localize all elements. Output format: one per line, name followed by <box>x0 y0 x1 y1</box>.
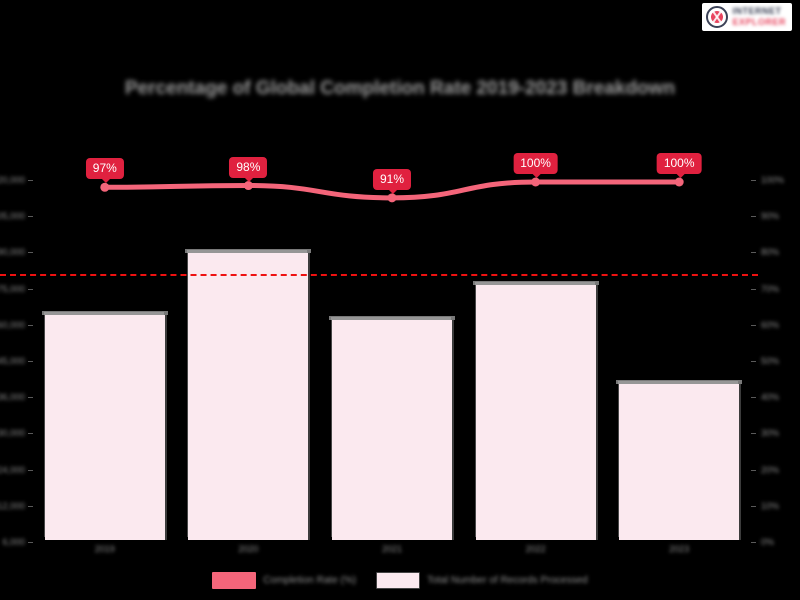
chart-title: Percentage of Global Completion Rate 201… <box>124 78 676 99</box>
y-axis-left-tick-label: 90,000 <box>0 247 25 258</box>
y-axis-left-tick <box>28 252 33 254</box>
bar-2020[interactable] <box>188 252 309 540</box>
y-axis-right-tick <box>751 361 756 362</box>
y-axis-left-tick <box>28 288 33 290</box>
y-axis-left-tick-label: 6,000 <box>2 537 25 547</box>
y-axis-left-tick-label: 45,000 <box>0 356 25 366</box>
legend-swatch-line <box>212 572 257 589</box>
line-point-2019[interactable] <box>100 182 110 192</box>
y-axis-right-tick-label: 90% <box>761 211 780 222</box>
y-axis-left-tick <box>28 180 33 181</box>
bar-top-shadow <box>329 315 455 320</box>
logo-text-line1: INTERNET <box>732 6 782 16</box>
data-label-2022: 100% <box>513 153 558 178</box>
y-axis-right-tick-label: 100% <box>761 175 785 185</box>
legend-label-completion-rate: Completion Rate (%) <box>263 575 357 586</box>
legend-swatch-bar <box>376 572 421 589</box>
plot-area: 120,000 105,000 90,000 75,000 60,000 45,000 36… <box>0 153 784 547</box>
y-axis-left-tick <box>28 324 33 326</box>
legend-item-records-processed[interactable]: Total Number of Records Processed <box>376 572 588 589</box>
x-axis-tick-label: 2022 <box>525 544 546 554</box>
reference-threshold-line <box>0 274 758 277</box>
y-axis-right-tick-label: 50% <box>761 356 780 366</box>
y-axis-right-tick <box>751 433 756 435</box>
bar-top-shadow <box>616 379 743 384</box>
y-axis-left-tick <box>28 216 33 218</box>
line-point-2020[interactable] <box>243 181 253 191</box>
y-axis-right-tick-label: 80% <box>761 247 780 258</box>
y-axis-right-tick-label: 40% <box>761 392 780 403</box>
y-axis-right-tick <box>751 542 756 543</box>
y-axis-left-tick-label: 24,000 <box>0 464 25 475</box>
chart-legend: Completion Rate (%) Total Number of Reco… <box>0 572 800 589</box>
bar-2023[interactable] <box>619 383 740 540</box>
x-axis-tick-label: 2023 <box>669 544 690 554</box>
x-axis-tick-label: 2021 <box>381 544 403 554</box>
legend-item-completion-rate[interactable]: Completion Rate (%) <box>212 572 356 589</box>
y-axis-right-tick-label: 0% <box>761 537 775 547</box>
y-axis-left-tick-label: 60,000 <box>0 319 25 330</box>
y-axis-left-tick <box>28 397 33 399</box>
y-axis-left-tick-label: 75,000 <box>0 283 25 294</box>
line-point-2021[interactable] <box>387 193 397 203</box>
y-axis-right-tick-label: 70% <box>761 283 780 294</box>
y-axis-left-tick <box>28 505 33 507</box>
y-axis-right-tick <box>751 216 756 218</box>
y-axis-right-tick-label: 10% <box>761 500 780 511</box>
bar-top-shadow <box>41 311 168 315</box>
y-axis-right-tick <box>751 252 756 254</box>
y-axis-left-tick <box>28 433 33 435</box>
data-label-2023: 100% <box>656 153 702 178</box>
line-point-2022[interactable] <box>531 177 541 187</box>
data-label-2021: 91% <box>372 168 412 194</box>
bar-2022[interactable] <box>475 285 596 540</box>
y-axis-left-tick-label: 30,000 <box>0 428 25 439</box>
y-axis-left-tick-label: 120,000 <box>0 175 25 185</box>
y-axis-right-tick-label: 60% <box>761 319 780 330</box>
y-axis-left-tick <box>28 469 33 471</box>
y-axis-right-tick <box>751 505 756 507</box>
brand-logo[interactable]: INTERNET EXPLORER <box>702 3 792 31</box>
logo-circle-icon <box>706 6 729 28</box>
logo-text-line2: EXPLORER <box>732 17 786 27</box>
y-axis-right-tick <box>751 324 756 326</box>
data-label-2019: 97% <box>85 158 124 184</box>
line-point-2023[interactable] <box>674 177 684 187</box>
legend-label-records-processed: Total Number of Records Processed <box>427 575 588 586</box>
y-axis-left-tick-label: 36,000 <box>0 392 25 403</box>
y-axis-left-tick <box>28 361 33 362</box>
y-axis-right-tick <box>751 288 756 290</box>
bar-2021[interactable] <box>332 319 452 540</box>
y-axis-right-tick-label: 30% <box>761 428 780 439</box>
bar-top-shadow <box>472 281 599 286</box>
bar-top-shadow <box>185 248 312 253</box>
y-axis-right-tick <box>751 469 756 471</box>
y-axis-right-tick-label: 20% <box>761 464 780 475</box>
line-series-path <box>100 177 684 203</box>
y-axis-left-tick <box>28 542 33 543</box>
y-axis-right-tick <box>751 180 756 181</box>
data-label-2020: 98% <box>229 156 268 182</box>
y-axis-left-tick-label: 12,000 <box>0 500 25 511</box>
y-axis-left-tick-label: 105,000 <box>0 211 25 222</box>
y-axis-right-tick <box>751 397 756 399</box>
bar-2019[interactable] <box>44 315 165 540</box>
x-axis-tick-label: 2019 <box>94 544 115 554</box>
x-axis-tick-label: 2020 <box>238 544 259 554</box>
